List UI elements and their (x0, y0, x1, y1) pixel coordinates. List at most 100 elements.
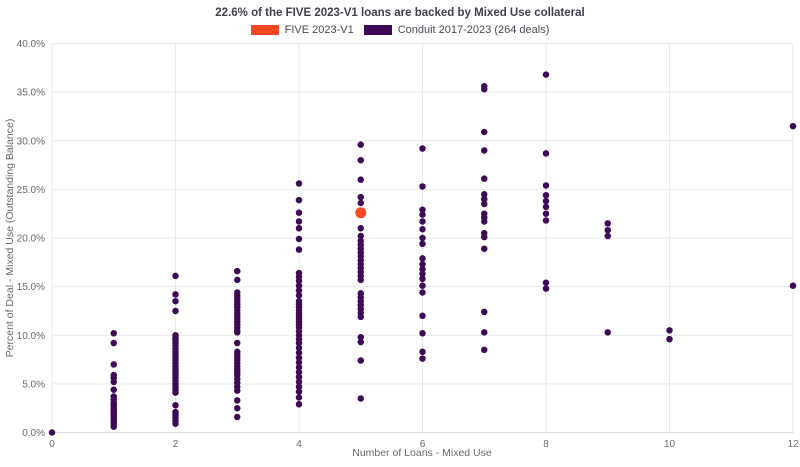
conduit-data-point[interactable] (295, 292, 303, 299)
conduit-data-point[interactable] (481, 245, 488, 252)
conduit-data-point[interactable] (604, 226, 612, 234)
conduit-data-point[interactable] (295, 339, 303, 347)
conduit-data-point[interactable] (481, 175, 488, 182)
conduit-data-point[interactable] (419, 225, 426, 233)
conduit-data-point[interactable] (234, 329, 241, 336)
conduit-data-point[interactable] (295, 373, 303, 381)
conduit-data-point[interactable] (419, 330, 426, 337)
conduit-data-point[interactable] (419, 289, 426, 296)
conduit-data-point[interactable] (295, 282, 303, 289)
conduit-data-point[interactable] (481, 85, 488, 93)
conduit-data-point[interactable] (234, 387, 241, 394)
conduit-data-point[interactable] (110, 339, 118, 347)
conduit-data-point[interactable] (110, 361, 118, 368)
conduit-data-point[interactable] (295, 401, 303, 408)
conduit-data-point[interactable] (357, 141, 365, 148)
conduit-data-point[interactable] (419, 206, 426, 214)
conduit-data-point[interactable] (481, 308, 488, 316)
conduit-data-point[interactable] (419, 355, 426, 362)
conduit-data-point[interactable] (604, 329, 612, 336)
conduit-data-point[interactable] (172, 297, 179, 305)
conduit-data-point[interactable] (357, 232, 365, 240)
conduit-data-point[interactable] (172, 389, 179, 396)
conduit-data-point[interactable] (357, 156, 365, 164)
conduit-data-point[interactable] (357, 338, 365, 346)
conduit-data-point[interactable] (542, 197, 550, 205)
conduit-data-point[interactable] (172, 420, 179, 427)
conduit-data-point[interactable] (481, 147, 488, 154)
conduit-data-point[interactable] (357, 357, 365, 364)
conduit-data-point[interactable] (295, 349, 303, 357)
conduit-data-point[interactable] (172, 402, 179, 409)
conduit-data-point[interactable] (481, 329, 488, 336)
conduit-data-point[interactable] (295, 218, 303, 225)
conduit-data-point[interactable] (481, 190, 488, 198)
conduit-data-point[interactable] (110, 386, 118, 393)
conduit-data-point[interactable] (542, 217, 550, 224)
conduit-data-point[interactable] (604, 220, 612, 227)
conduit-data-point[interactable] (481, 346, 488, 354)
conduit-data-point[interactable] (419, 183, 426, 190)
conduit-data-point[interactable] (295, 180, 303, 187)
conduit-data-point[interactable] (295, 209, 303, 216)
conduit-data-point[interactable] (295, 378, 303, 386)
conduit-data-point[interactable] (542, 71, 550, 78)
conduit-data-point[interactable] (357, 199, 365, 207)
conduit-data-point[interactable] (234, 276, 241, 284)
conduit-data-point[interactable] (172, 307, 179, 315)
conduit-data-point[interactable] (234, 339, 241, 347)
conduit-data-point[interactable] (419, 255, 426, 262)
conduit-data-point[interactable] (295, 344, 303, 352)
conduit-data-point[interactable] (110, 423, 118, 430)
conduit-data-point[interactable] (295, 196, 303, 204)
conduit-data-point[interactable] (419, 240, 426, 248)
conduit-data-point[interactable] (419, 282, 426, 289)
legend-item-conduit[interactable]: Conduit 2017-2023 (264 deals) (363, 24, 549, 36)
conduit-data-point[interactable] (48, 429, 56, 436)
conduit-data-point[interactable] (419, 348, 426, 356)
conduit-data-point[interactable] (542, 150, 550, 157)
conduit-data-point[interactable] (419, 145, 426, 152)
conduit-data-point[interactable] (357, 193, 365, 201)
conduit-data-point[interactable] (542, 203, 550, 211)
conduit-data-point[interactable] (357, 225, 365, 232)
conduit-data-point[interactable] (295, 394, 303, 401)
conduit-data-point[interactable] (789, 122, 797, 130)
conduit-data-point[interactable] (419, 265, 426, 273)
conduit-data-point[interactable] (295, 388, 303, 395)
conduit-data-point[interactable] (234, 267, 241, 275)
conduit-data-point[interactable] (419, 211, 426, 218)
conduit-data-point[interactable] (604, 232, 612, 240)
conduit-data-point[interactable] (481, 200, 488, 208)
legend-item-five[interactable]: FIVE 2023-V1 (250, 24, 354, 36)
conduit-data-point[interactable] (234, 413, 241, 421)
conduit-data-point[interactable] (542, 182, 550, 189)
conduit-data-point[interactable] (295, 359, 303, 366)
conduit-data-point[interactable] (419, 312, 426, 320)
conduit-data-point[interactable] (357, 176, 365, 183)
conduit-data-point[interactable] (234, 397, 241, 404)
conduit-data-point[interactable] (357, 333, 365, 341)
five-data-point[interactable] (355, 207, 367, 219)
conduit-data-point[interactable] (481, 195, 488, 203)
conduit-data-point[interactable] (666, 335, 673, 343)
conduit-data-point[interactable] (357, 276, 365, 284)
conduit-data-point[interactable] (172, 291, 179, 298)
conduit-data-point[interactable] (481, 218, 488, 225)
conduit-data-point[interactable] (666, 327, 673, 334)
conduit-data-point[interactable] (295, 277, 303, 285)
conduit-data-point[interactable] (481, 128, 488, 136)
conduit-data-point[interactable] (542, 191, 550, 199)
conduit-data-point[interactable] (542, 210, 550, 217)
conduit-data-point[interactable] (419, 234, 426, 242)
conduit-data-point[interactable] (110, 330, 118, 337)
conduit-data-point[interactable] (419, 270, 426, 278)
conduit-data-point[interactable] (295, 235, 303, 243)
conduit-data-point[interactable] (357, 313, 365, 321)
conduit-data-point[interactable] (110, 378, 118, 386)
conduit-data-point[interactable] (419, 218, 426, 225)
conduit-data-point[interactable] (295, 225, 303, 232)
conduit-data-point[interactable] (295, 287, 303, 294)
conduit-data-point[interactable] (295, 368, 303, 376)
